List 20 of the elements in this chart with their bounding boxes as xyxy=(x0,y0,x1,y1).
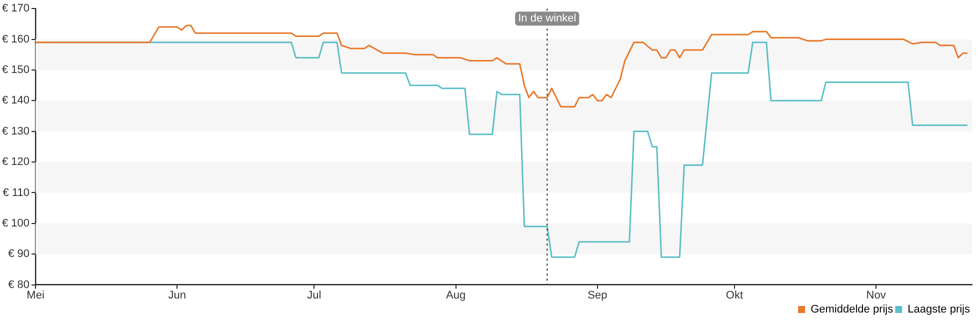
y-tick-label: € 160 xyxy=(2,33,30,46)
y-tick-label: € 110 xyxy=(2,186,30,199)
y-tick-label: € 130 xyxy=(2,125,30,138)
legend-label: Gemiddelde prijs xyxy=(810,304,894,316)
y-tick-label: € 150 xyxy=(2,64,30,76)
y-tick-label: € 90 xyxy=(8,248,30,260)
y-tick-label: € 120 xyxy=(2,156,30,168)
legend-label: Laagste prijs xyxy=(908,304,970,316)
x-tick-label: Sep xyxy=(588,289,608,302)
y-tick-label: € 80 xyxy=(8,278,30,291)
ref-line-label: In de winkel xyxy=(518,12,576,25)
x-tick-label: Jun xyxy=(168,289,186,302)
y-tick-label: € 140 xyxy=(2,94,30,107)
x-tick-label: Aug xyxy=(446,289,466,302)
x-tick-label: Okt xyxy=(726,289,744,302)
y-tick-label: € 100 xyxy=(2,217,30,230)
y-tick-label: € 170 xyxy=(2,2,30,15)
x-tick-label: Jul xyxy=(307,289,322,302)
x-tick-label: Mei xyxy=(26,289,44,302)
x-tick-label: Nov xyxy=(866,289,886,302)
